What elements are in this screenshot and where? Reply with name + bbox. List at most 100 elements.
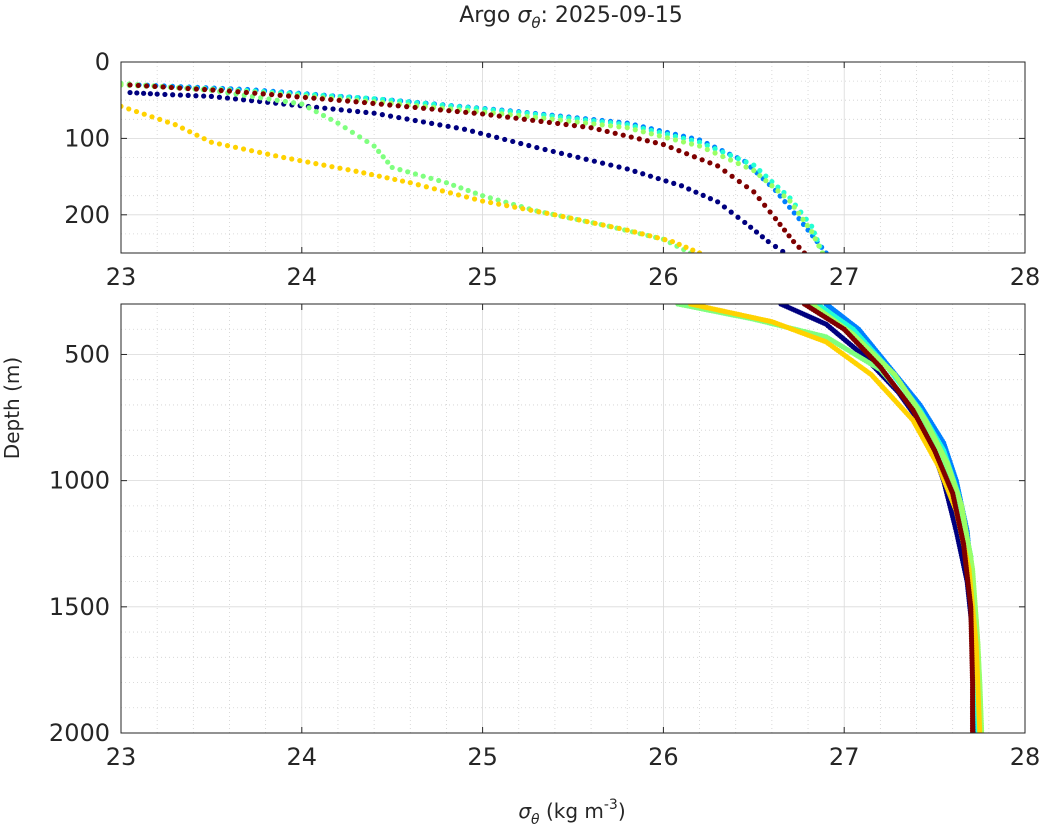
data-points <box>675 304 985 733</box>
data-point <box>336 97 342 103</box>
data-point <box>289 156 295 162</box>
data-point <box>321 162 327 168</box>
data-point <box>445 123 451 129</box>
data-point <box>458 185 464 191</box>
data-point <box>480 198 486 204</box>
data-point <box>648 131 654 137</box>
data-point <box>133 108 140 115</box>
data-point <box>363 109 369 115</box>
axes-box <box>120 303 1026 734</box>
data-point <box>412 104 418 111</box>
data-point <box>397 167 403 173</box>
data-point <box>582 120 589 126</box>
data-point <box>328 96 334 103</box>
data-point <box>777 221 783 227</box>
data-point <box>428 175 434 181</box>
data-point <box>655 175 661 182</box>
data-point <box>707 196 714 202</box>
data-point <box>121 103 124 109</box>
data-point <box>338 107 344 113</box>
data-point <box>668 144 674 151</box>
data-point <box>345 98 351 104</box>
data-point <box>297 157 303 164</box>
data-point <box>772 216 779 222</box>
data-point <box>663 178 669 184</box>
data-point <box>232 96 239 102</box>
data-point <box>208 93 214 99</box>
data-point <box>704 142 710 149</box>
data-point <box>208 139 214 145</box>
data-point <box>669 238 676 245</box>
data-point <box>686 186 692 192</box>
data-point <box>520 206 526 212</box>
y-tick-label: 0 <box>95 48 110 76</box>
data-point <box>370 100 376 106</box>
x-tick-label: 24 <box>287 743 318 771</box>
data-point <box>364 138 370 145</box>
data-point <box>513 115 519 121</box>
data-point <box>683 244 689 250</box>
data-point <box>616 164 622 170</box>
data-point <box>436 177 442 184</box>
x-tick-label: 23 <box>106 263 137 291</box>
data-point <box>248 148 255 154</box>
data-point <box>727 157 734 163</box>
data-point <box>437 107 444 113</box>
x-tick-label: 24 <box>287 263 318 291</box>
data-point <box>552 212 558 218</box>
data-point <box>715 163 721 169</box>
data-point <box>395 103 401 109</box>
data-point <box>248 98 255 104</box>
data-point <box>210 87 216 93</box>
data-point <box>762 202 768 208</box>
y-tick-label: 100 <box>64 124 110 152</box>
data-point <box>712 146 718 152</box>
data-point <box>521 116 527 122</box>
data-point <box>628 134 634 140</box>
data-point <box>389 164 395 171</box>
data-point <box>680 139 687 145</box>
data-point <box>342 125 348 131</box>
data-point <box>335 120 341 126</box>
data-point <box>644 138 650 144</box>
data-point <box>715 199 721 205</box>
data-point <box>743 164 749 170</box>
data-point <box>488 199 494 206</box>
data-point <box>405 169 411 175</box>
data-point <box>404 104 410 110</box>
data-point <box>800 216 806 222</box>
x-tick-label: 27 <box>829 743 860 771</box>
data-point <box>502 136 508 143</box>
data-point <box>781 193 787 199</box>
data-point <box>676 241 682 248</box>
data-point <box>235 89 241 95</box>
data-point <box>170 92 176 98</box>
data-point <box>269 91 275 98</box>
data-point <box>608 224 614 230</box>
data-point <box>463 194 470 200</box>
data-point <box>656 133 662 139</box>
data-point <box>640 171 646 177</box>
data-point <box>429 120 435 126</box>
data-point <box>720 149 726 155</box>
data-point <box>696 139 703 145</box>
data-point <box>285 93 292 99</box>
data-point <box>299 101 305 107</box>
data-point <box>446 108 452 114</box>
data-point <box>218 87 224 94</box>
data-point <box>688 141 695 147</box>
data-point <box>164 119 171 125</box>
data-point <box>368 171 375 178</box>
data-point <box>712 150 718 156</box>
data-point <box>355 108 361 115</box>
data-point <box>201 136 207 142</box>
data-point <box>707 160 713 166</box>
data-point <box>177 85 183 91</box>
data-point <box>376 148 382 154</box>
data-point <box>632 168 638 174</box>
data-point <box>319 96 325 102</box>
x-tick-label: 25 <box>467 263 498 291</box>
data-point <box>575 154 581 160</box>
data-point <box>353 99 359 105</box>
data-point <box>185 85 191 92</box>
